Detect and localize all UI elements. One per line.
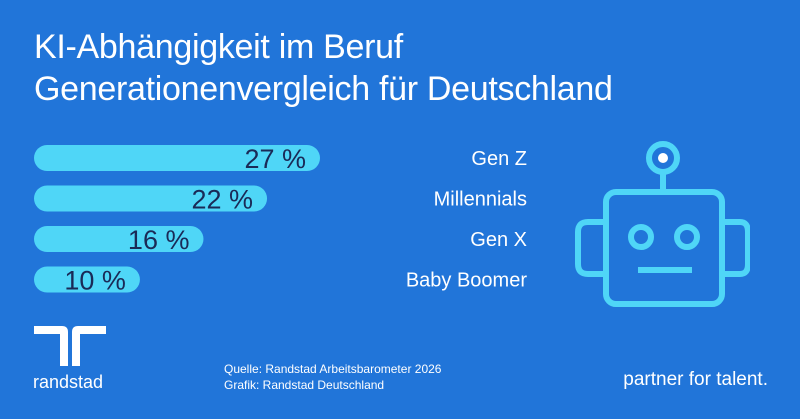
randstad-logo-icon [34,326,106,366]
category-label: Gen Z [471,148,527,170]
title-line-1: KI-Abhängigkeit im Beruf [34,28,403,66]
bar-chart: 27 % Gen Z 22 % Millennials 16 % Gen X 10 % Bab… [34,144,528,296]
credit-line: Grafik: Randstad Deutschland [224,378,385,392]
bar-millennials [34,185,268,212]
tagline: partner for talent. [623,369,768,390]
bar-gen-x [34,226,204,252]
bar-value-label: 27 % [244,144,306,174]
bar-value-label: 10 % [64,266,126,296]
brand-name: randstad [33,372,104,392]
category-label: Baby Boomer [406,270,528,292]
bar-value-label: 16 % [128,225,190,255]
category-label: Gen X [470,229,527,251]
bar-baby-boomer [34,266,140,293]
chart-title: KI-Abhängigkeit im Beruf Generationenver… [34,26,613,110]
source-line: Quelle: Randstad Arbeitsbarometer 2026 [224,362,442,376]
bar-value-label: 22 % [191,185,253,215]
bar-gen-z [34,145,320,171]
category-label: Millennials [434,189,527,211]
robot-icon [575,141,750,307]
source-note: Quelle: Randstad Arbeitsbarometer 2026 G… [224,361,441,393]
title-line-2: Generationenvergleich für Deutschland [34,70,613,108]
